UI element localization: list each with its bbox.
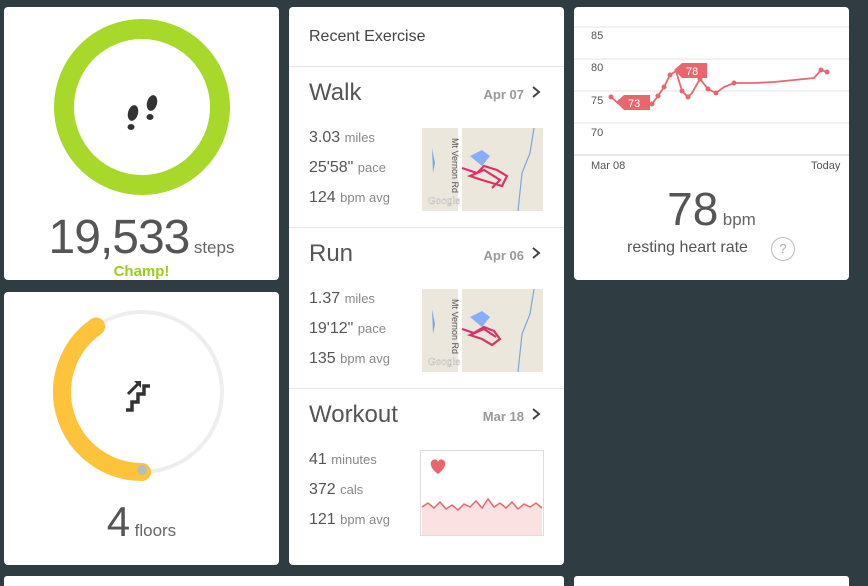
- stat-pace: 19'12" pace: [309, 320, 386, 337]
- resting-hr-label: resting heart rate: [627, 239, 748, 256]
- chevron-right-icon[interactable]: [530, 84, 544, 100]
- svg-text:78: 78: [686, 66, 698, 78]
- stat-pace: 25'58" pace: [309, 159, 386, 176]
- stat-heart-rate: 135 bpm avg: [309, 350, 391, 367]
- chevron-right-icon[interactable]: [530, 245, 544, 261]
- stat-distance: 1.37 miles: [309, 290, 375, 307]
- steps-unit: steps: [193, 238, 235, 257]
- help-icon[interactable]: ?: [771, 237, 795, 261]
- stat-calories: 372 cals: [309, 481, 364, 498]
- stairs-icon: [126, 380, 150, 412]
- floors-unit: floors: [134, 521, 177, 540]
- steps-value-row: 19,533 steps: [4, 210, 279, 265]
- steps-badge: Champ!: [113, 263, 170, 280]
- steps-count: 19,533: [48, 211, 191, 264]
- steps-ring: [54, 19, 230, 195]
- exercise-date: Mar 18: [482, 409, 524, 424]
- y-tick: 85: [591, 30, 603, 42]
- recent-exercise-title: Recent Exercise: [289, 7, 564, 67]
- svg-text:Mt Vernon Rd: Mt Vernon Rd: [450, 299, 460, 354]
- y-tick: 80: [591, 62, 603, 74]
- footprints-icon: [127, 95, 158, 130]
- recent-exercise-tile: Recent Exercise Walk Apr 07 3.03 miles 2…: [289, 7, 564, 565]
- callout-low: 73: [616, 95, 650, 110]
- exercise-title: Workout: [309, 401, 398, 428]
- exercise-title: Run: [309, 240, 354, 267]
- callout-high: 78: [674, 63, 707, 78]
- steps-tile[interactable]: 19,533 steps Champ!: [4, 7, 279, 280]
- y-tick: 75: [591, 95, 603, 107]
- resting-hr-value: 78: [667, 183, 719, 235]
- resting-hr-value-row: 78 bpm: [574, 182, 849, 236]
- stat-distance: 3.03 miles: [309, 129, 375, 146]
- svg-text:Google: Google: [428, 196, 461, 207]
- next-tile-stub: [4, 576, 564, 586]
- heart-icon: [430, 459, 446, 474]
- heart-rate-thumbnail[interactable]: [420, 450, 544, 536]
- next-tile-stub: [574, 576, 849, 586]
- floors-ring: [53, 310, 224, 481]
- svg-text:Google: Google: [428, 357, 461, 368]
- x-end-label: Today: [811, 160, 841, 172]
- stat-duration: 41 minutes: [309, 451, 377, 468]
- exercise-date: Apr 07: [483, 87, 524, 102]
- chevron-right-icon[interactable]: [530, 406, 544, 422]
- svg-text:Mt Vernon Rd: Mt Vernon Rd: [450, 138, 460, 193]
- svg-text:73: 73: [628, 98, 640, 110]
- exercise-title: Walk: [309, 79, 362, 106]
- x-start-label: Mar 08: [591, 160, 625, 172]
- exercise-date: Apr 06: [483, 248, 524, 263]
- exercise-entry-workout[interactable]: Workout Mar 18 41 minutes 372 cals 121 b…: [289, 389, 564, 565]
- floors-count: 4: [106, 498, 131, 545]
- stat-heart-rate: 124 bpm avg: [309, 189, 391, 206]
- floors-tile[interactable]: 4 floors: [4, 292, 279, 565]
- route-map[interactable]: Mt Vernon Rd Google: [422, 128, 543, 211]
- exercise-entry-walk[interactable]: Walk Apr 07 3.03 miles 25'58" pace 124 b…: [289, 67, 564, 228]
- heart-rate-tile[interactable]: 85 80 75 70 73 78 Mar 08 Today 78 bpm re…: [574, 7, 849, 280]
- stat-heart-rate: 121 bpm avg: [309, 511, 391, 528]
- route-map[interactable]: Mt Vernon Rd Google: [422, 289, 543, 372]
- heart-rate-chart: 85 80 75 70 73 78 Mar 08 Today: [574, 26, 849, 172]
- floors-value-row: 4 floors: [4, 498, 279, 546]
- y-tick: 70: [591, 127, 603, 139]
- exercise-entry-run[interactable]: Run Apr 06 1.37 miles 19'12" pace 135 bp…: [289, 228, 564, 389]
- resting-hr-unit: bpm: [722, 210, 756, 229]
